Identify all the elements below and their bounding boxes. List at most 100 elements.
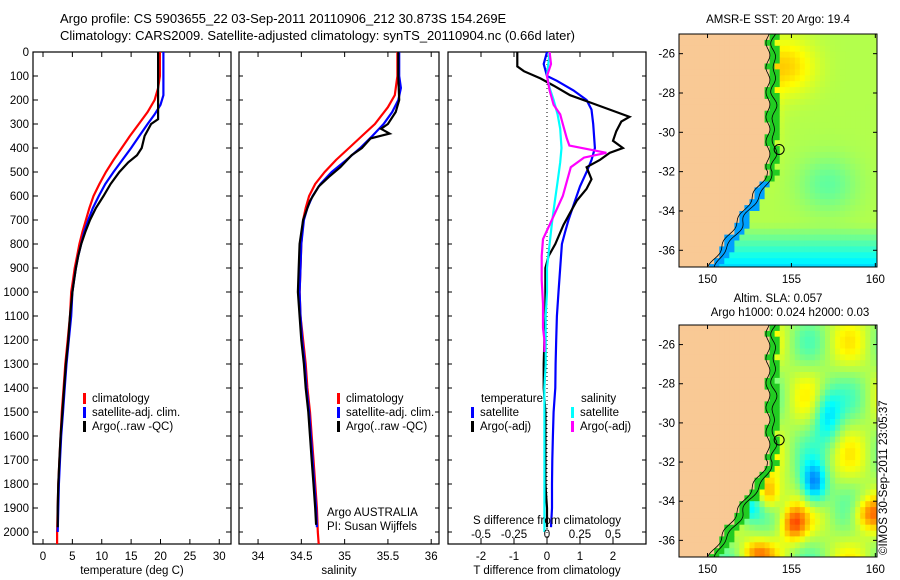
map-cell — [789, 169, 796, 177]
x-tick-label: 155 — [782, 274, 801, 286]
map-cell — [830, 548, 836, 555]
map-cell — [804, 471, 811, 479]
map-cell — [749, 383, 756, 391]
map-cell — [804, 157, 811, 165]
map-field — [679, 325, 886, 557]
map-cell — [739, 228, 745, 236]
map-cell — [880, 58, 886, 65]
map-cell — [699, 216, 705, 224]
map-cell — [809, 205, 816, 212]
map-cell — [714, 436, 720, 444]
map-cell — [875, 57, 877, 65]
map-cell — [789, 234, 796, 242]
map-cell — [830, 116, 836, 124]
map-cell — [804, 325, 811, 332]
map-cell — [794, 222, 801, 230]
map-cell — [689, 471, 695, 479]
map-cell — [840, 193, 846, 200]
map-cell — [724, 270, 730, 277]
map-cell — [825, 554, 831, 557]
map-cell — [809, 383, 816, 391]
map-cell — [719, 512, 725, 520]
map-cell — [865, 360, 871, 367]
map-cell — [830, 430, 836, 438]
salinity-legend-label: satellite-adj. clim. — [346, 407, 434, 419]
map-cell — [774, 354, 781, 361]
map-cell — [870, 554, 876, 557]
map-cell — [724, 93, 730, 100]
map-cell — [744, 270, 750, 277]
map-cell — [825, 395, 831, 402]
map-cell — [759, 389, 766, 397]
map-cell — [739, 466, 745, 473]
map-cell — [699, 264, 705, 267]
map-cell — [749, 360, 756, 367]
map-cell — [694, 63, 700, 70]
map-cell — [855, 336, 861, 344]
map-cell — [799, 466, 806, 473]
map-cell — [769, 512, 776, 520]
map-cell — [724, 122, 730, 129]
map-cell — [694, 383, 700, 391]
y-tick-label: -32 — [658, 167, 675, 179]
map-cell — [734, 140, 740, 147]
map-cell — [794, 524, 801, 532]
map-cell — [764, 401, 771, 408]
map-cell — [855, 524, 861, 532]
map-cell — [724, 128, 730, 135]
map-cell — [875, 442, 877, 449]
map-cell — [704, 424, 710, 432]
map-cell — [804, 530, 811, 538]
diff-salinity-legend-label: Argo(-adj) — [580, 421, 631, 433]
map-cell — [819, 222, 826, 230]
map-cell — [825, 45, 831, 53]
map-cell — [835, 258, 841, 265]
map-cell — [840, 98, 846, 106]
map-cell — [840, 270, 846, 277]
map-cell — [759, 110, 766, 118]
map-cell — [880, 354, 886, 361]
map-cell — [724, 45, 730, 53]
map-cell — [729, 157, 735, 165]
map-cell — [739, 205, 745, 212]
map-cell — [875, 199, 877, 206]
y-tick-label: 1300 — [3, 359, 29, 371]
map-cell — [739, 430, 745, 438]
map-cell — [799, 548, 806, 555]
map-cell — [694, 252, 700, 259]
map-cell — [865, 430, 871, 438]
map-cell — [759, 63, 766, 70]
map-cell — [804, 477, 811, 485]
map-cell — [764, 116, 771, 124]
map-cell — [704, 554, 710, 557]
map-cell — [855, 216, 861, 224]
map-cell — [699, 57, 705, 65]
map-cell — [684, 140, 690, 147]
map-cell — [825, 169, 831, 177]
map-cell — [875, 342, 877, 350]
map-cell — [724, 348, 730, 355]
map-cell — [850, 34, 856, 41]
map-cell — [779, 234, 786, 242]
map-cell — [830, 330, 836, 338]
map-cell — [860, 252, 866, 259]
map-cell — [799, 436, 806, 444]
map-cell — [830, 193, 836, 200]
y-tick-label: -30 — [658, 418, 675, 430]
map-cell — [860, 193, 866, 200]
map-cell — [804, 57, 811, 65]
map-cell — [749, 34, 756, 41]
map-cell — [830, 240, 836, 247]
map-cell — [764, 524, 771, 532]
map-cell — [764, 489, 771, 496]
map-cell — [835, 413, 841, 420]
map-cell — [880, 111, 886, 118]
map-cell — [749, 389, 756, 397]
map-cell — [880, 507, 886, 513]
map-cell — [814, 395, 821, 402]
map-cell — [809, 501, 816, 508]
map-cell — [865, 57, 871, 65]
map-cell — [714, 448, 720, 455]
x-tick-label: 20 — [154, 551, 167, 563]
map-cell — [719, 419, 725, 426]
